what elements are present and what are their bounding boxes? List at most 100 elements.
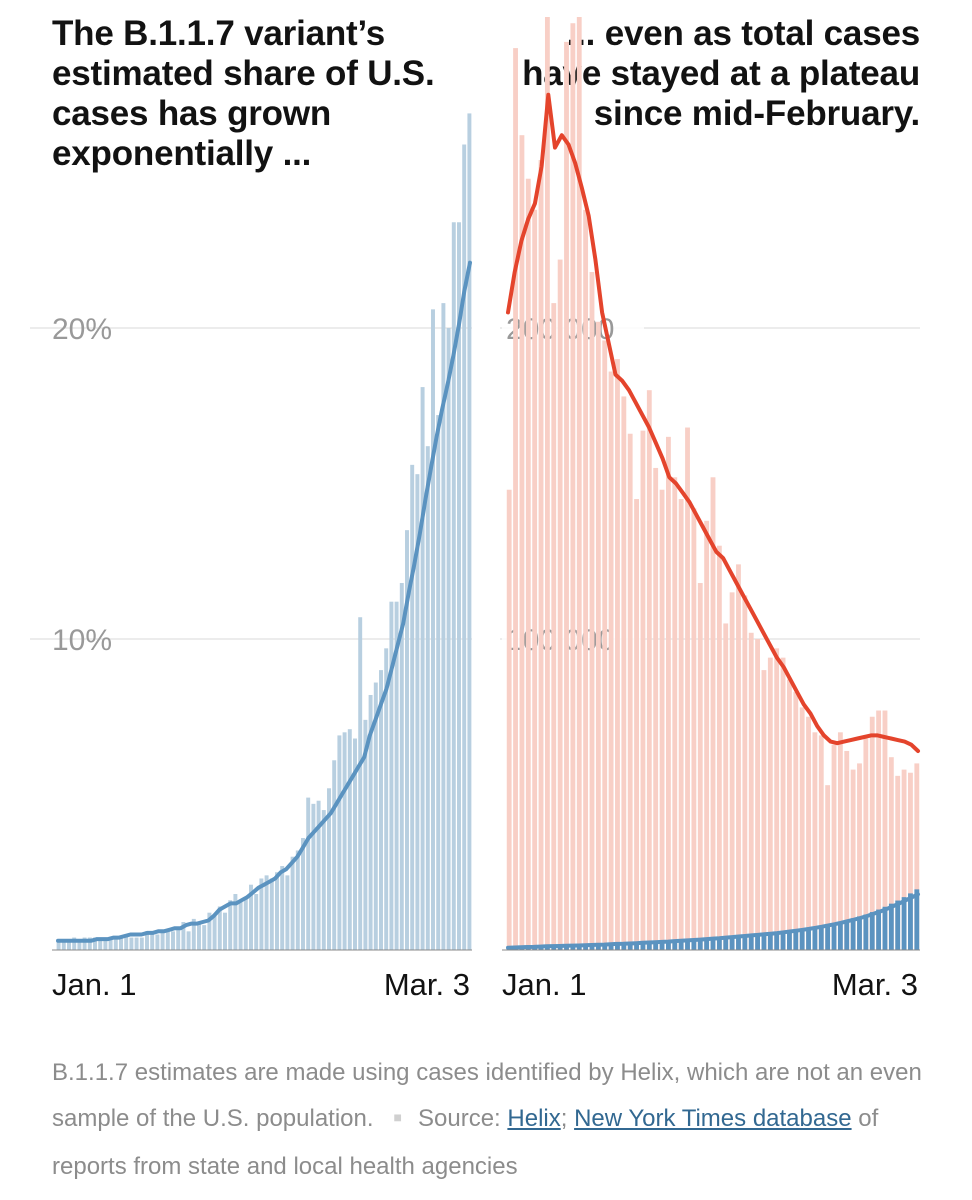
variant-bar xyxy=(640,942,646,950)
variant-bar xyxy=(704,939,710,950)
bar xyxy=(56,940,61,950)
variant-bar xyxy=(685,940,690,950)
bar xyxy=(275,872,279,950)
trend-line xyxy=(56,260,472,943)
variant-bar xyxy=(780,931,786,950)
bar xyxy=(295,850,300,950)
bar xyxy=(672,477,678,950)
bar xyxy=(799,707,805,950)
x-tick-label: Mar. 3 xyxy=(384,967,470,1002)
bar xyxy=(646,390,652,950)
bar xyxy=(197,922,201,950)
bar xyxy=(165,931,170,950)
bar xyxy=(249,884,253,950)
bar xyxy=(704,520,710,950)
helix-link[interactable]: Helix xyxy=(507,1105,561,1132)
bar xyxy=(564,41,569,950)
variant-bar xyxy=(666,941,671,950)
bar xyxy=(506,489,512,950)
bar xyxy=(627,433,633,950)
footnote: B.1.1.7 estimates are made using cases i… xyxy=(52,1050,932,1190)
variant-bar xyxy=(710,938,716,950)
bar xyxy=(207,912,212,950)
bar xyxy=(723,623,729,950)
variant-bar xyxy=(627,943,633,950)
x-tick-label: Jan. 1 xyxy=(502,967,586,1002)
bar xyxy=(103,940,108,950)
y-tick-label: 10% xyxy=(52,624,112,657)
variant-bar xyxy=(901,897,907,950)
variant-bar xyxy=(895,900,901,950)
bar xyxy=(373,682,378,950)
bar xyxy=(301,838,305,950)
bar xyxy=(368,694,373,950)
variant-bar xyxy=(837,921,843,950)
variant-bar xyxy=(863,914,869,950)
bar xyxy=(259,878,264,950)
variant-bar xyxy=(793,930,799,950)
variant-bar xyxy=(672,940,678,950)
x-tick-label: Mar. 3 xyxy=(832,967,918,1002)
bar xyxy=(621,396,627,950)
bar xyxy=(876,710,882,950)
bar xyxy=(327,788,331,950)
variant-bar xyxy=(570,945,576,950)
bar xyxy=(716,545,722,950)
bar xyxy=(761,670,767,950)
bar xyxy=(145,931,149,950)
variant-bar xyxy=(742,935,748,950)
bar xyxy=(243,897,248,950)
bar xyxy=(342,732,347,950)
variant-bar xyxy=(729,936,735,950)
bar xyxy=(67,940,71,950)
bar xyxy=(615,359,620,951)
bar xyxy=(420,387,425,951)
bar xyxy=(685,427,690,950)
bar xyxy=(557,259,563,951)
bar xyxy=(212,915,217,950)
variant-bar xyxy=(736,936,741,950)
variant-bar xyxy=(602,944,608,950)
bar xyxy=(171,931,175,950)
bar xyxy=(264,875,269,950)
bar xyxy=(793,691,799,950)
bar xyxy=(124,934,129,950)
variant-bar xyxy=(564,945,569,950)
bar xyxy=(98,937,103,950)
variant-bar xyxy=(774,932,780,950)
bar xyxy=(857,763,862,950)
bar xyxy=(155,934,160,950)
variant-bar xyxy=(646,942,652,950)
variant-bar xyxy=(557,946,563,950)
bar xyxy=(358,617,363,950)
bar xyxy=(332,760,337,950)
bar xyxy=(160,931,165,950)
variant-bar xyxy=(869,912,875,950)
variant-bar xyxy=(761,934,767,950)
bar xyxy=(425,446,430,950)
bar xyxy=(653,467,659,950)
bar xyxy=(72,937,77,950)
variant-bar xyxy=(767,933,773,950)
bar xyxy=(602,340,608,950)
bar xyxy=(311,803,316,950)
variant-bar xyxy=(595,944,601,950)
x-tick-label: Jan. 1 xyxy=(52,967,136,1002)
variant-bar xyxy=(608,944,614,950)
bar xyxy=(595,321,601,950)
variant-bar xyxy=(748,935,754,950)
bar xyxy=(363,719,368,950)
bar xyxy=(576,17,582,950)
bar xyxy=(755,639,760,950)
bar xyxy=(223,912,227,950)
bar xyxy=(176,928,181,950)
bar xyxy=(729,592,735,950)
bar xyxy=(513,48,518,951)
nyt-database-link[interactable]: New York Times database xyxy=(574,1105,852,1132)
bar xyxy=(608,371,614,950)
bar xyxy=(113,937,118,950)
bar xyxy=(394,601,399,950)
bar xyxy=(767,657,773,950)
bar xyxy=(87,937,92,950)
bar xyxy=(139,937,144,950)
